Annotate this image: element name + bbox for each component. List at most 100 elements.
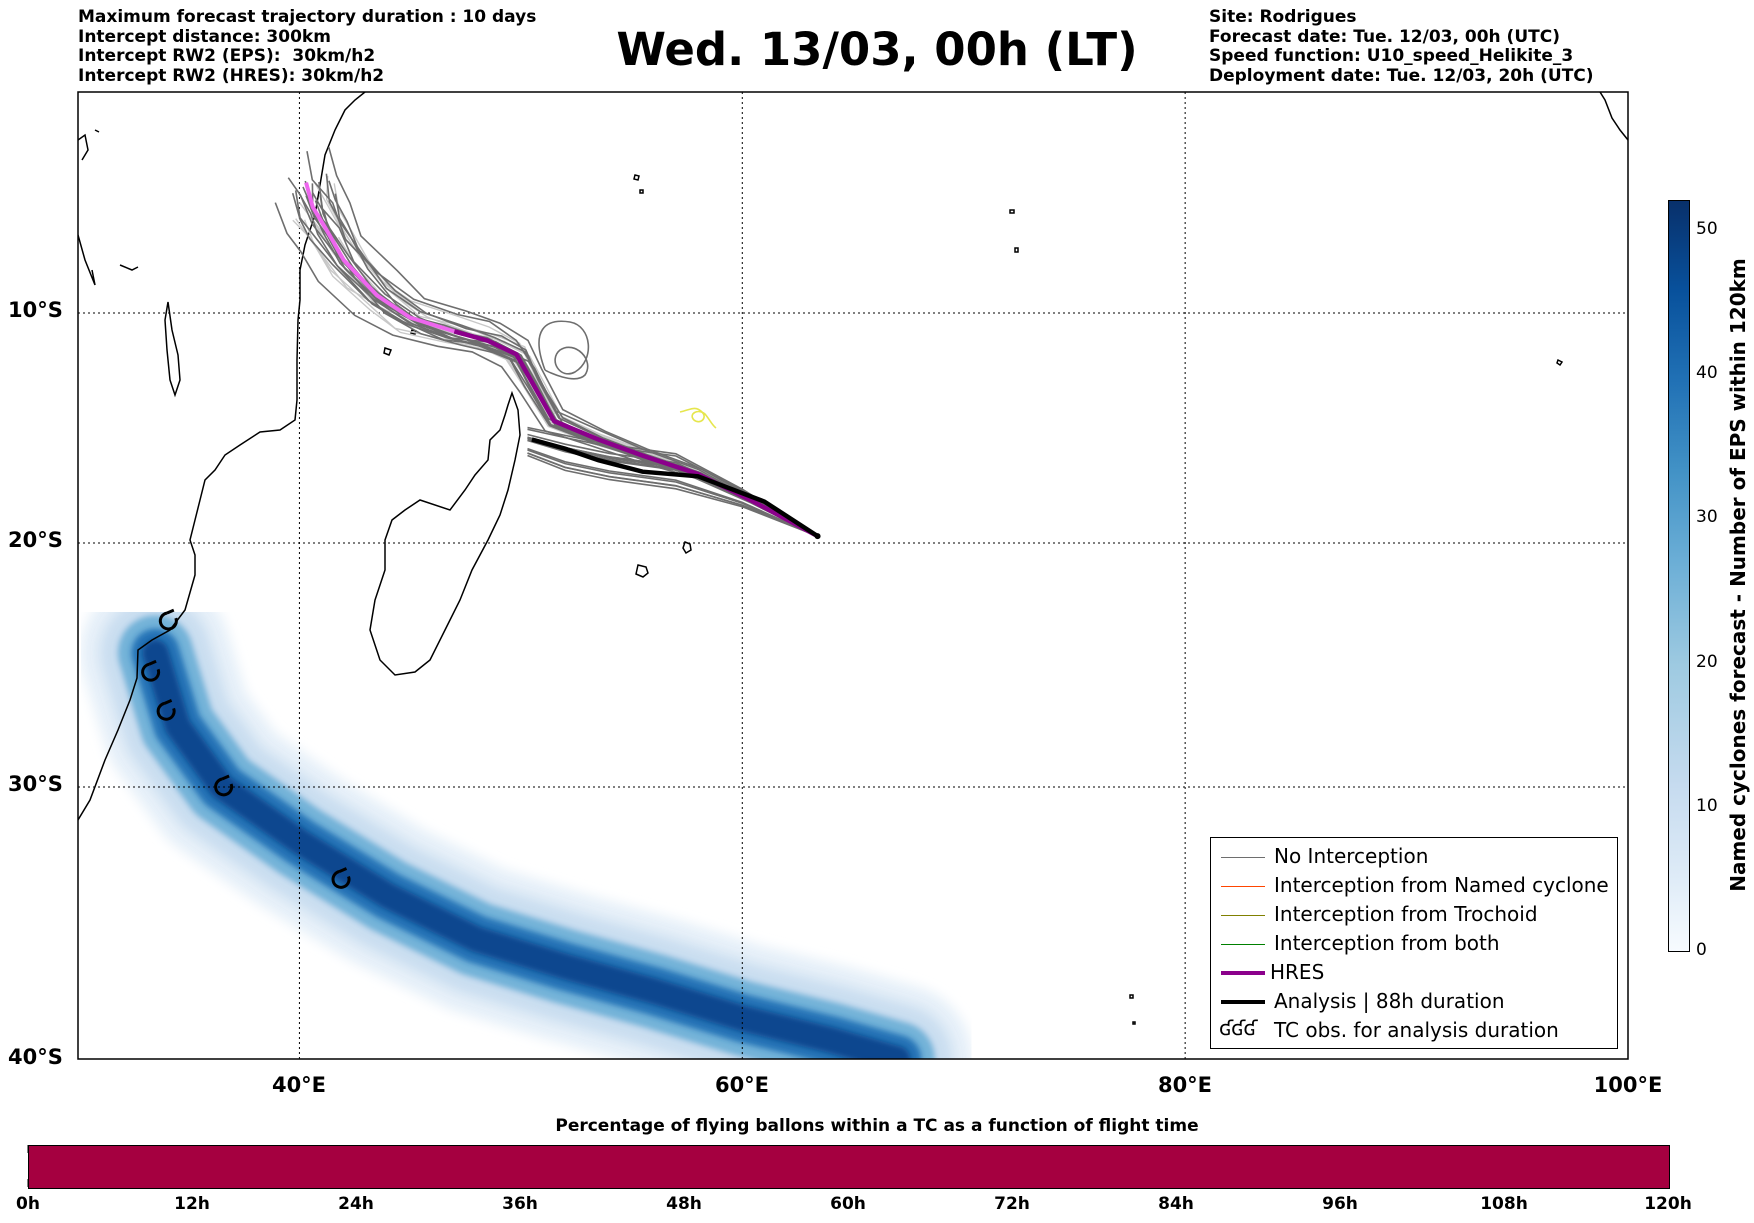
amsterdam-islands [1129,994,1136,1025]
legend-item-hres: HRES [1211,959,1617,988]
tc-obs-symbol-3 [214,774,234,797]
flight-tick-72h: 72h [994,1194,1030,1214]
header-forecast-date: Forecast date: Tue. 12/03, 00h (UTC) [1209,26,1560,47]
flight-tick-84h: 84h [1158,1194,1194,1214]
lat-label-40s: 40°S [8,1045,63,1069]
page-title: Wed. 13/03, 00h (LT) [616,23,1138,76]
eps-track [334,193,818,537]
flight-tick-0h: 0h [16,1194,40,1214]
lake-malawi [164,301,181,398]
tc-obs-symbol-1 [141,659,161,682]
lat-label-10s: 10°S [8,298,63,322]
legend-item-tc-obs: ʛʛʛ TC obs. for analysis duration [1219,1016,1559,1042]
flight-tick-12h: 12h [174,1194,210,1214]
cocos [1556,358,1564,367]
flight-tick-60h: 60h [830,1194,866,1214]
lon-label-60e: 60°E [714,1073,770,1097]
legend-swatch [1221,1000,1265,1004]
legend-swatch [1221,886,1265,887]
yellow-loop-track [679,407,717,429]
lat-label-20s: 20°S [8,528,63,552]
eps-track-south [527,452,818,537]
lon-label-40e: 40°E [271,1073,327,1097]
eps-loop-tracks [538,320,717,429]
flight-tick-36h: 36h [502,1194,538,1214]
eps-track [325,175,818,537]
hres-track-pink-segment [304,182,455,334]
analysis-track [531,437,819,538]
eps-track [328,180,818,537]
header-intercept-hres: Intercept RW2 (HRES): 30km/h2 [78,65,385,86]
eps-count-colorbar [1668,200,1690,952]
colorbar-tick-20: 20 [1696,652,1718,672]
cyclone-density-band [80,577,973,1059]
header-max-duration: Maximum forecast trajectory duration : 1… [78,7,537,27]
eps-track [318,181,818,537]
legend-swatch [1221,944,1265,945]
lon-label-100e: 100°E [1593,1073,1663,1097]
flight-bar-title: Percentage of flying ballons within a TC… [555,1116,1199,1136]
legend-item-both: Interception from both [1211,930,1617,959]
map-frame [77,91,1629,1060]
tc-observation-symbols [141,608,351,889]
eps-track-south [527,447,818,537]
colorbar-tick-50: 50 [1696,219,1718,239]
flight-tick-24h: 24h [338,1194,374,1214]
kenya-coast-north [78,129,139,286]
eps-track [287,177,818,537]
flight-tick-48h: 48h [666,1194,702,1214]
legend-swatch [1221,857,1265,858]
mauritius [682,541,692,555]
header-intercept-distance: Intercept distance: 300km [78,26,331,47]
colorbar-tick-40: 40 [1696,363,1718,383]
legend: No Interception Interception from Named … [1210,837,1618,1049]
lon-label-80e: 80°E [1157,1073,1213,1097]
header-site: Site: Rodrigues [1209,7,1357,27]
tc-obs-symbol-2 [156,699,176,721]
launch-site-marker [814,533,821,540]
eps-track-south [527,454,818,537]
eps-track [302,186,818,537]
header-left-info: Maximum forecast trajectory duration : 1… [78,7,537,86]
sumatra-edge [1599,92,1628,141]
legend-swatch [1221,971,1265,975]
madagascar-coast [369,390,521,676]
legend-swatch [1221,915,1265,916]
tc-obs-symbol-0 [158,608,178,631]
graticule [78,92,1628,1059]
eps-tracks-no-interception [274,146,819,537]
flight-tick-120h: 120h [1644,1194,1692,1214]
eps-track [328,146,819,537]
eps-track [297,191,818,537]
colorbar-tick-30: 30 [1696,507,1718,527]
eps-track [294,190,818,537]
colorbar-label: Named cyclones forecast - Number of EPS … [1726,258,1750,892]
eps-track [333,183,818,537]
colorbar-tick-0: 0 [1696,940,1707,960]
density-layer-4 [142,639,911,1059]
eps-track [319,195,818,537]
tc-obs-symbol-4 [331,867,351,889]
lat-label-30s: 30°S [8,772,63,796]
cyclone-symbol-icon: ʛʛʛ [1219,1016,1258,1040]
header-right-info: Site: Rodrigues Forecast date: Tue. 12/0… [1209,7,1594,86]
seychelles [633,174,644,194]
flight-time-bar [28,1145,1670,1189]
legend-item-analysis: Analysis | 88h duration [1211,988,1617,1017]
eps-track [311,192,818,537]
legend-item-no-interception: No Interception [1211,843,1617,872]
eps-track [325,173,818,537]
colorbar-tick-10: 10 [1696,796,1718,816]
flight-tick-96h: 96h [1322,1194,1358,1214]
eps-track [305,195,818,537]
legend-item-named-cyclone: Interception from Named cyclone [1211,872,1617,901]
header-speed-function: Speed function: U10_speed_Helikite_3 [1209,46,1574,66]
header-deployment-date: Deployment date: Tue. 12/03, 20h (UTC) [1209,65,1594,86]
legend-item-trochoid: Interception from Trochoid [1211,901,1617,930]
eps-track [306,151,818,537]
eps-track [304,180,818,537]
header-intercept-eps: Intercept RW2 (EPS): 30km/h2 [78,46,376,66]
flight-tick-108h: 108h [1480,1194,1528,1214]
reunion [635,564,649,578]
